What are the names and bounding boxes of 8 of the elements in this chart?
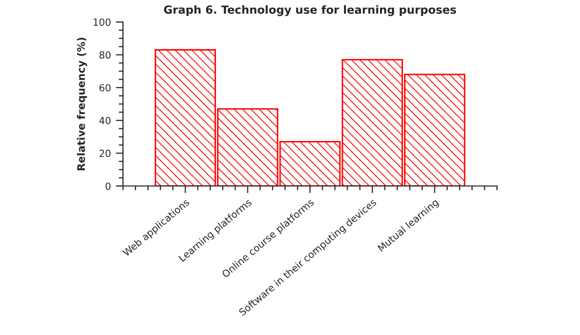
y-tick-label: 40 (99, 116, 111, 124)
y-tick-label: 100 (94, 18, 111, 26)
y-axis-title: Relative frequency (%) (76, 38, 88, 170)
y-tick-label: 80 (99, 51, 111, 59)
y-tick-label: 20 (100, 150, 111, 158)
y-tick-label: 60 (100, 84, 111, 92)
chart-title: Graph 6. Technology use for learning purposes (164, 5, 456, 16)
y-tick-label: 0 (106, 182, 111, 190)
